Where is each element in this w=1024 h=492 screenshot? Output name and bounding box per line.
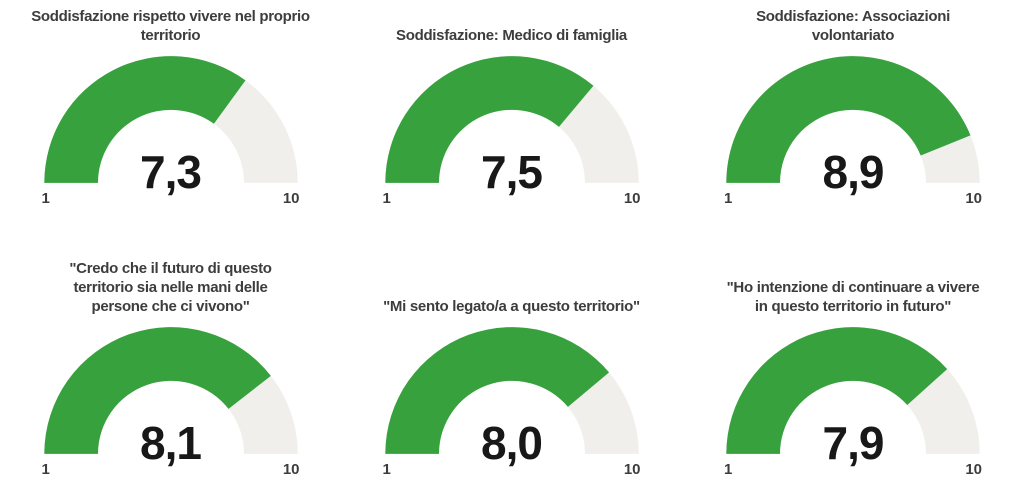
- gauge-chart: [726, 327, 980, 454]
- gauge-value-arc: [726, 56, 971, 183]
- gauge-value: 7,3: [140, 146, 202, 198]
- gauge-scale-labels: 1 10: [383, 462, 641, 477]
- gauge-title: "Credo che il futuro di questo territori…: [69, 260, 272, 315]
- scale-max-label: 10: [623, 461, 641, 478]
- scale-min-label: 1: [724, 190, 733, 207]
- gauge-chart: [384, 56, 639, 183]
- scale-max-label: 10: [623, 190, 641, 207]
- gauge-chart: [384, 327, 639, 454]
- scale-max-label: 10: [282, 461, 300, 478]
- gauge-title: Soddisfazione rispetto vivere nel propri…: [31, 8, 310, 44]
- gauge-value: 8,0: [481, 417, 543, 469]
- scale-min-label: 1: [382, 461, 391, 478]
- gauge-scale-labels: 1 10: [42, 462, 300, 477]
- gauge-title: "Ho intenzione di continuare a vivere in…: [726, 279, 980, 315]
- gauge-chart: [43, 56, 298, 183]
- scale-min-label: 1: [41, 461, 50, 478]
- gauge-scale-labels: 1 10: [724, 191, 982, 206]
- scale-min-label: 1: [41, 190, 50, 207]
- scale-max-label: 10: [965, 190, 982, 207]
- gauge-card: "Ho intenzione di continuare a vivere in…: [682, 230, 1024, 492]
- gauge-value-arc: [726, 327, 948, 454]
- gauge-value: 7,9: [822, 417, 885, 469]
- gauge: 7,3: [42, 54, 300, 195]
- gauge-chart: [726, 56, 980, 183]
- gauge-title: Soddisfazione: Medico di famiglia: [396, 27, 627, 44]
- scale-max-label: 10: [965, 461, 982, 478]
- gauge: 8,9: [724, 54, 982, 195]
- gauge: 8,1: [42, 325, 300, 466]
- gauge-card: "Credo che il futuro di questo territori…: [0, 230, 341, 492]
- gauge-value: 7,5: [481, 146, 543, 198]
- gauge-value: 8,9: [822, 146, 885, 198]
- gauge-value-arc: [384, 56, 593, 183]
- scale-max-label: 10: [282, 190, 300, 207]
- gauge: 7,5: [383, 54, 641, 195]
- gauge: 8,0: [383, 325, 641, 466]
- scale-min-label: 1: [382, 190, 391, 207]
- gauge-value-arc: [384, 327, 609, 454]
- gauge-scale-labels: 1 10: [383, 191, 641, 206]
- gauge-value-arc: [43, 56, 245, 183]
- gauge-chart: [43, 327, 298, 454]
- gauge-card: Soddisfazione rispetto vivere nel propri…: [0, 0, 341, 230]
- gauge-card: Soddisfazione: Associazioni volontariato…: [682, 0, 1024, 230]
- gauge-scale-labels: 1 10: [42, 191, 300, 206]
- gauge-value-arc: [43, 327, 271, 454]
- gauge-card: Soddisfazione: Medico di famiglia 7,5 1 …: [341, 0, 682, 230]
- gauge-title: Soddisfazione: Associazioni volontariato: [756, 8, 950, 44]
- gauge-title: "Mi sento legato/a a questo territorio": [383, 298, 640, 315]
- gauge-scale-labels: 1 10: [724, 462, 982, 477]
- scale-min-label: 1: [724, 461, 733, 478]
- gauge-card: "Mi sento legato/a a questo territorio" …: [341, 230, 682, 492]
- gauge: 7,9: [724, 325, 982, 466]
- gauge-value: 8,1: [140, 417, 202, 469]
